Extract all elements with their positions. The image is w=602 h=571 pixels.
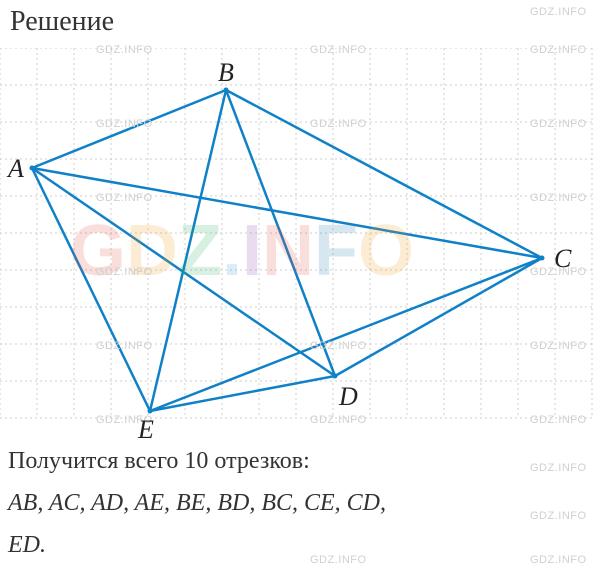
watermark: GDZ.INFO [96,118,153,130]
watermark: GDZ.INFO [530,414,587,426]
watermark: GDZ.INFO [530,118,587,130]
summary-suffix: отрезков: [208,448,309,474]
page-title: Решение [10,6,114,38]
diagram-svg [0,48,602,438]
watermark: GDZ.INFO [530,192,587,204]
watermark: GDZ.INFO [310,44,367,56]
summary-prefix: Получится всего [8,448,184,474]
watermark: GDZ.INFO [530,554,587,566]
watermark: GDZ.INFO [310,118,367,130]
watermark: GDZ.INFO [530,44,587,56]
vertex-label-c: C [554,244,571,274]
watermark: GDZ.INFO [310,554,367,566]
summary-text: Получится всего 10 отрезков: [8,448,310,475]
watermark: GDZ.INFO [530,340,587,352]
vertex-label-b: B [218,58,234,88]
vertex-label-a: A [8,154,24,184]
watermark: GDZ.INFO [96,340,153,352]
watermark: GDZ.INFO [96,266,153,278]
watermark: GDZ.INFO [310,414,367,426]
watermark: GDZ.INFO [530,6,587,18]
diagram-container [0,48,602,438]
watermark: GDZ.INFO [530,510,587,522]
watermark: GDZ.INFO [96,192,153,204]
segments-last: ED. [8,532,46,559]
watermark: GDZ.INFO [310,340,367,352]
segments-list: AB, AC, AD, AE, BE, BD, BC, CE, CD, [8,490,386,517]
summary-count: 10 [184,448,208,474]
vertex-label-d: D [339,382,358,412]
watermark: GDZ.INFO [530,462,587,474]
watermark: GDZ.INFO [96,44,153,56]
vertex-label-e: E [138,415,154,445]
